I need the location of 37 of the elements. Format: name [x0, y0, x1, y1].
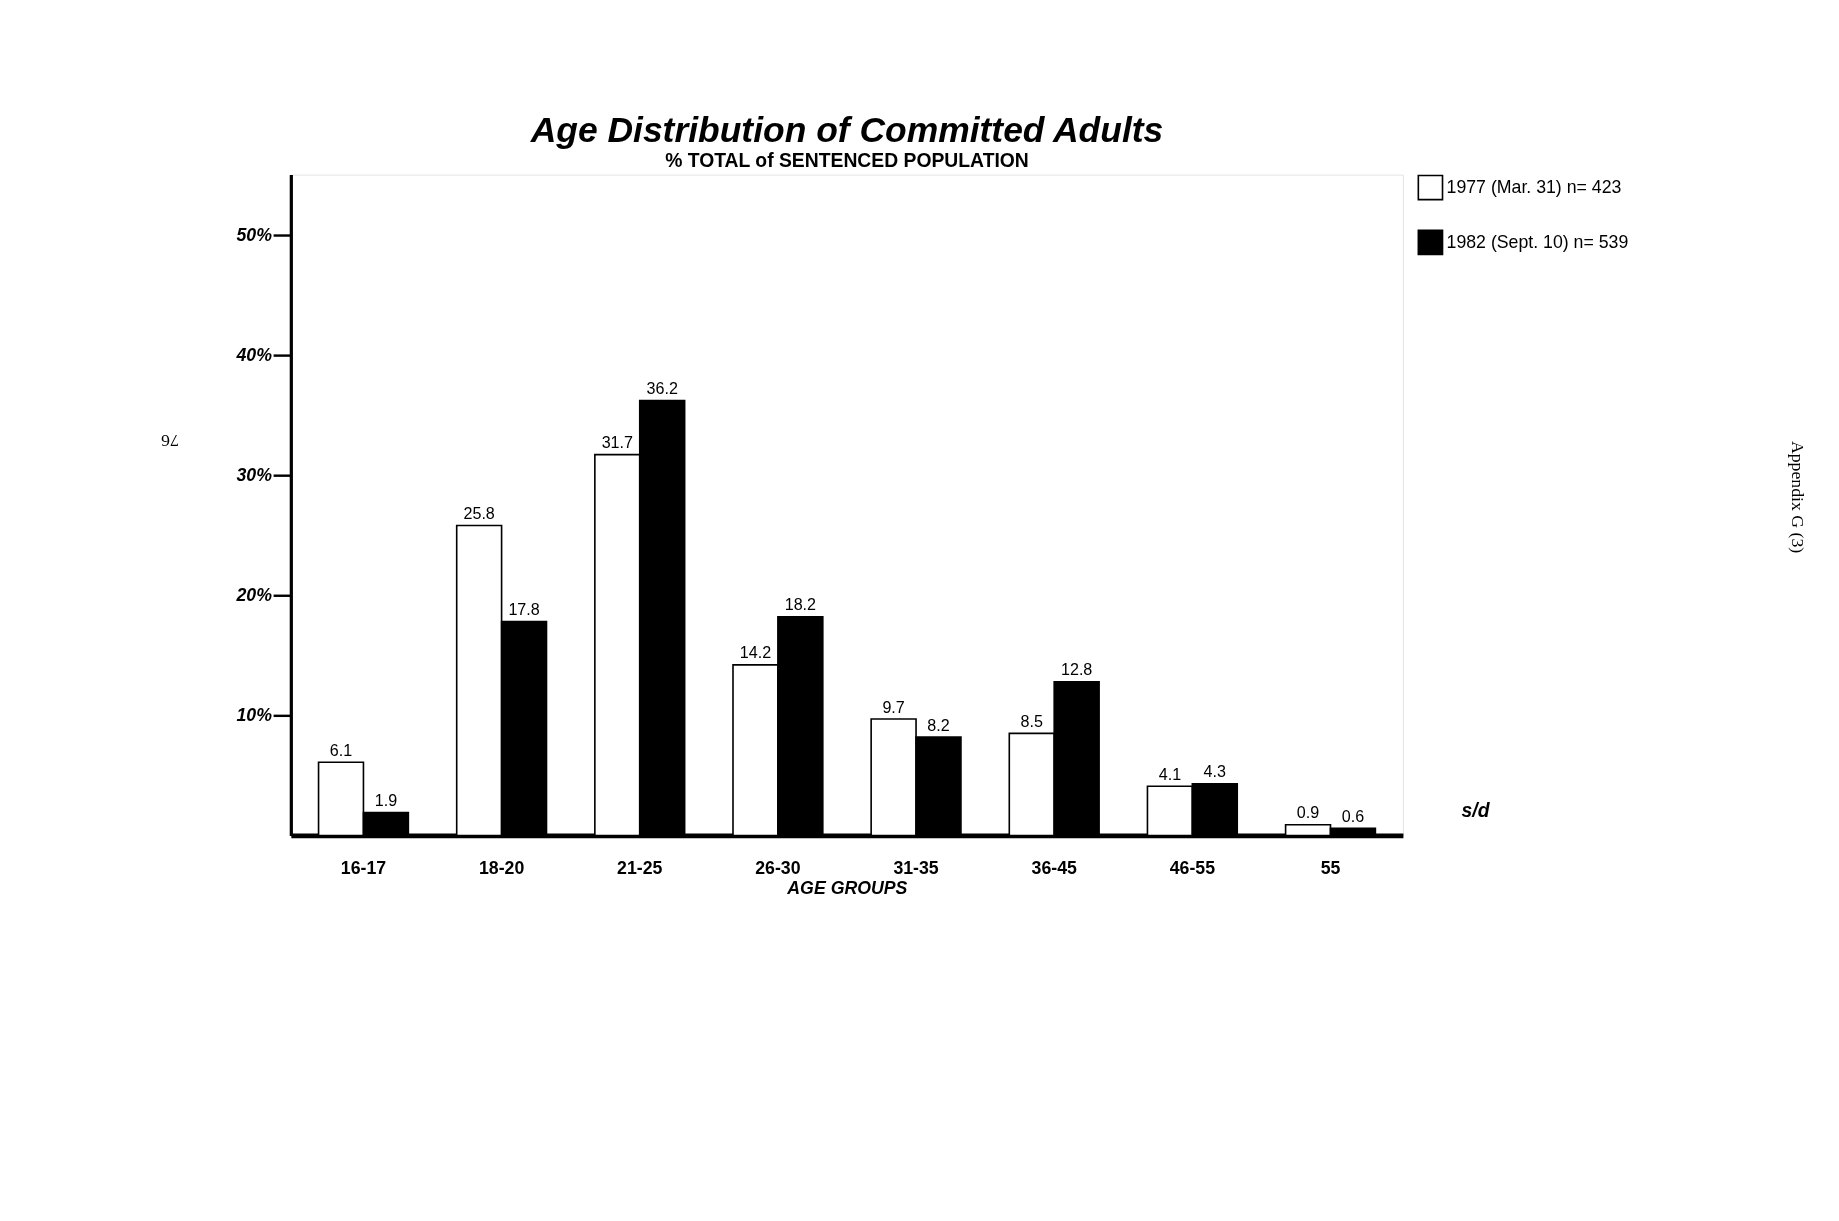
data-label: 8.2 [927, 715, 950, 734]
y-tick-label: 10% [236, 705, 273, 726]
data-label: 0.9 [1296, 803, 1320, 822]
data-label: 0.6 [1341, 806, 1365, 825]
x-tick-label: 18-20 [478, 857, 525, 878]
y-tick-label: 20% [235, 585, 273, 606]
data-label: 18.2 [784, 595, 817, 614]
legend-label: 1982 (Sept. 10) n= 539 [1446, 232, 1629, 253]
legend-label: 1977 (Mar. 31) n= 423 [1446, 177, 1622, 198]
chart-subtitle: % TOTAL of SENTENCED POPULATION [665, 149, 1029, 172]
y-tick-label: 40% [235, 344, 273, 365]
data-label: 17.8 [508, 600, 540, 619]
data-label: 14.2 [739, 643, 772, 662]
x-tick-label: 55 [1320, 857, 1341, 878]
text: s/d [1461, 798, 1491, 821]
text: 76 [161, 430, 179, 451]
x-tick-label: 31-35 [893, 857, 939, 878]
data-label: 36.2 [646, 379, 678, 398]
data-label: 6.1 [329, 740, 353, 759]
x-tick-label: 46-55 [1169, 857, 1216, 878]
x-tick-label: 21-25 [617, 857, 663, 878]
data-label: 8.5 [1020, 711, 1043, 730]
x-axis-title: AGE GROUPS [786, 877, 908, 898]
chart-title: Age Distribution of Committed Adults [529, 110, 1164, 151]
data-label: 12.8 [1060, 660, 1093, 679]
x-tick-label: 36-45 [1031, 857, 1077, 878]
text: Appendix G (3) [1788, 440, 1809, 554]
y-tick-label: 50% [236, 224, 273, 245]
x-tick-label: 16-17 [340, 857, 387, 878]
x-tick-label: 26-30 [755, 857, 801, 878]
data-label: 9.7 [882, 697, 905, 716]
data-label: 4.1 [1158, 764, 1182, 783]
y-tick-label: 30% [236, 465, 273, 486]
data-label: 1.9 [374, 791, 398, 810]
data-label: 31.7 [601, 433, 634, 452]
data-label: 25.8 [463, 504, 495, 523]
data-label: 4.3 [1203, 762, 1227, 781]
